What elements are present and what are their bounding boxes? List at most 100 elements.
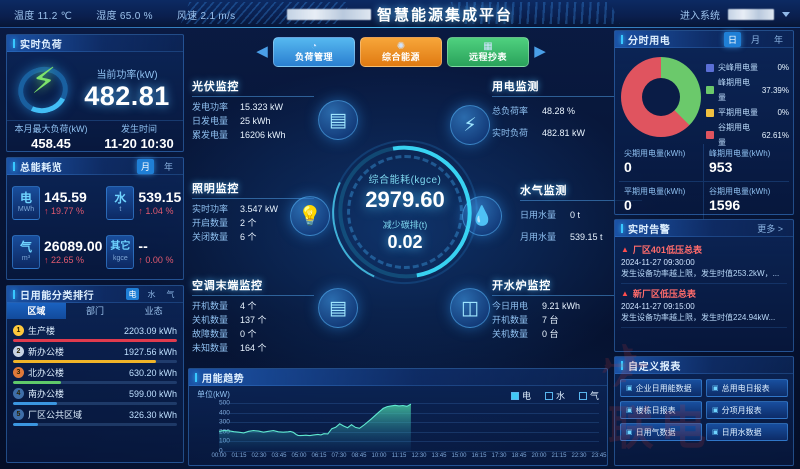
chart-legend-item[interactable]: 气 xyxy=(578,389,599,402)
legend-checkbox[interactable] xyxy=(544,391,553,400)
consumption-grid: 电 MWh 145.59 ↑ 19.77 % 水 t 539.15 ↑ 1.04… xyxy=(7,175,183,279)
gas-icon: 气 m³ xyxy=(12,234,40,269)
tab-month[interactable]: 月 xyxy=(136,158,154,174)
chart-x-tick: 13:45 xyxy=(431,453,447,459)
panel-title: 日用能分类排行 xyxy=(20,290,95,302)
tab-month[interactable]: 月 xyxy=(750,34,760,45)
chart-x-tick: 20:00 xyxy=(531,453,547,459)
panel-title: 用能趋势 xyxy=(202,373,245,385)
report-button-label: 日用气数据 xyxy=(635,427,676,437)
alarm-item[interactable]: ▲ 新厂区低压总表 2024-11-27 09:15:00 发生设备功率越上限，发生时… xyxy=(621,284,787,328)
nav-next-icon[interactable]: ▶ xyxy=(534,43,546,60)
ranking-row[interactable]: 1 生产楼 2203.09 kWh xyxy=(13,324,177,342)
alarm-more-link[interactable]: 更多 > xyxy=(757,223,783,234)
chart-x-tick: 00:00 xyxy=(211,453,227,459)
report-button[interactable]: ▣ 日用气数据 xyxy=(620,423,702,441)
tab-area[interactable]: 区域 xyxy=(7,303,66,319)
chevron-down-icon[interactable] xyxy=(782,11,790,17)
report-button[interactable]: ▣ 总用电日报表 xyxy=(706,379,788,397)
tab-business[interactable]: 业态 xyxy=(144,306,163,316)
nav-button-label: 综合能源 xyxy=(381,52,420,62)
alarm-description: 发生设备功率越上限，发生时值224.94kW... xyxy=(621,313,776,322)
alarm-timestamp: 2024-11-27 09:15:00 xyxy=(621,302,695,311)
report-button[interactable]: ▣ 分项月报表 xyxy=(706,401,788,419)
arrow-up-icon: ↑ xyxy=(44,205,49,216)
legend-checkbox[interactable] xyxy=(578,391,587,400)
hvac-row: 未知数量 164 个 xyxy=(192,343,267,353)
meter-icon: ▦ xyxy=(483,41,493,52)
electricity-row: 实时负荷 482.81 kW xyxy=(492,128,586,138)
arrow-up-icon: ↑ xyxy=(138,205,143,216)
chart-legend-item[interactable]: 水 xyxy=(544,389,565,402)
nav-button-integrated-energy[interactable]: ✺ 综合能源 xyxy=(360,37,442,67)
chart-x-tick: 07:30 xyxy=(331,453,347,459)
tab-electricity[interactable]: 电 xyxy=(126,288,139,300)
electricity-row: 总负荷率 48.28 % xyxy=(492,106,576,116)
report-button[interactable]: ▣ 楼栋日报表 xyxy=(620,401,702,419)
enter-system-link[interactable]: 进入系统 xyxy=(680,10,720,22)
occurrence-time-value: 11-20 10:30 xyxy=(104,136,174,151)
realtime-load-panel: 实时负荷 ⚡ 当前功率(kW) 482.81 本月最大负荷(kW) 458.45… xyxy=(6,34,184,152)
accent-bar xyxy=(621,360,623,370)
legend-checkbox[interactable] xyxy=(510,391,519,400)
bolt-icon: ⚡ xyxy=(11,57,77,120)
report-button-label: 日用水数据 xyxy=(721,427,762,437)
rank-name: 厂区公共区域 xyxy=(28,410,83,420)
page-title: 智慧能源集成平台 xyxy=(0,0,800,28)
consumption-item-electricity: 电 MWh 145.59 ↑ 19.77 % xyxy=(12,180,102,225)
realtime-load-footer: 本月最大负荷(kW) 458.45 发生时间 11-20 10:30 xyxy=(7,120,183,151)
current-power-label: 当前功率(kW) xyxy=(96,69,158,81)
chart-y-axis-label: 单位(kW) xyxy=(197,390,230,399)
document-icon: ▣ xyxy=(626,385,633,392)
chart-plot-area: 010020030040050000:0001:1502:3003:4505:0… xyxy=(197,400,606,461)
ranking-row[interactable]: 4 南办公楼 599.00 kWh xyxy=(13,387,177,405)
tou-legend-item: 谷期用电量 62.61% xyxy=(706,120,789,150)
boiler-row: 开机数量 7 台 xyxy=(492,315,559,325)
lighting-row: 开启数量 2 个 xyxy=(192,218,257,228)
tab-year[interactable]: 年 xyxy=(773,34,783,45)
tab-year[interactable]: 年 xyxy=(163,161,173,172)
tab-water[interactable]: 水 xyxy=(147,289,156,299)
rank-badge: 3 xyxy=(13,367,24,378)
redacted-user-name xyxy=(728,8,774,20)
consumption-value: 539.15 xyxy=(138,188,182,205)
ranking-row[interactable]: 3 北办公楼 630.20 kWh xyxy=(13,366,177,384)
consumption-delta: ↑ 19.77 % xyxy=(44,205,85,216)
chart-x-tick: 06:15 xyxy=(311,453,327,459)
pv-row: 累发电量 16206 kWh xyxy=(192,130,286,140)
accent-bar xyxy=(13,38,15,48)
tab-day[interactable]: 日 xyxy=(723,31,741,47)
legend-percent: 37.39% xyxy=(761,85,789,95)
report-button[interactable]: ▣ 日用水数据 xyxy=(706,423,788,441)
nav-prev-icon[interactable]: ◀ xyxy=(256,43,268,60)
consumption-value: 26089.00 xyxy=(44,237,103,254)
rank-name: 南办公楼 xyxy=(28,389,65,399)
nav-button-remote-meter[interactable]: ▦ 远程抄表 xyxy=(447,37,529,67)
tab-department[interactable]: 部门 xyxy=(86,306,105,316)
lighting-monitor-title: 照明监控 xyxy=(192,180,314,199)
chart-x-tick: 02:30 xyxy=(251,453,267,459)
water-gas-monitor: 水气监测 日用水量 0 t 月用水量 539.15 t xyxy=(520,182,642,248)
daily-energy-ranking-panel: 日用能分类排行 电 水 气 区域 部门 业态 1 生产楼 2203.09 kWh 2 新… xyxy=(6,285,184,463)
panel-header: 分时用电 日 月 年 xyxy=(615,31,793,48)
ranking-row[interactable]: 2 新办公楼 1927.56 kWh xyxy=(13,345,177,363)
boiler-monitor: 开水炉监控 今日用电 9.21 kWh 开机数量 7 台 关机数量 0 台 xyxy=(492,277,614,341)
page-title-text: 智慧能源集成平台 xyxy=(376,6,513,24)
consumption-item-other: 其它 kgce -- ↑ 0.00 % xyxy=(106,229,181,274)
report-button-label: 企业日用能数据 xyxy=(635,383,692,393)
rank-progress xyxy=(13,402,177,405)
weather-metrics: 温度 11.2 ℃ 湿度 65.0 % 风速 2.1 m/s xyxy=(14,0,235,28)
nav-button-load-management[interactable]: ◔ 负荷管理 xyxy=(273,37,355,67)
chart-legend-item[interactable]: 电 xyxy=(510,389,531,402)
consumption-delta: ↑ 0.00 % xyxy=(138,254,174,265)
tou-cell-sharp: 尖期用电量(kWh) 0 xyxy=(619,144,704,182)
report-button[interactable]: ▣ 企业日用能数据 xyxy=(620,379,702,397)
rank-progress xyxy=(13,381,177,384)
tab-gas[interactable]: 气 xyxy=(166,289,175,299)
ranking-row[interactable]: 5 厂区公共区域 326.30 kWh xyxy=(13,408,177,426)
legend-label: 气 xyxy=(589,391,599,401)
legend-swatch xyxy=(706,131,714,139)
alarm-item[interactable]: ▲ 厂区401低压总表 2024-11-27 09:30:00 发生设备功率越上限，发… xyxy=(621,240,787,284)
legend-label: 平期用电量 xyxy=(718,108,758,117)
